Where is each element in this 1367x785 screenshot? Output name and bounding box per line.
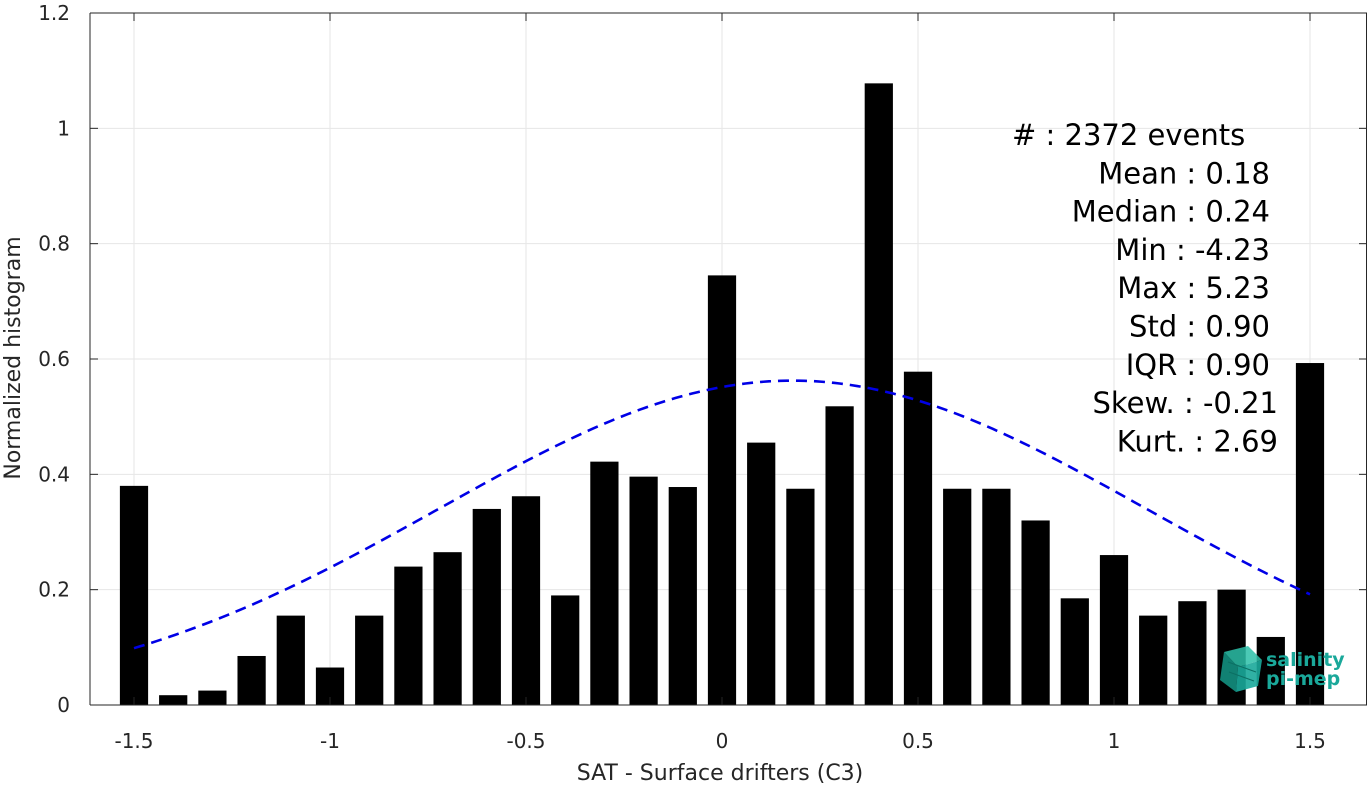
histogram-bar	[276, 615, 305, 705]
histogram-bar	[433, 552, 462, 705]
salinity-pimep-logo: salinity pi-mep	[1220, 646, 1345, 692]
histogram-bar	[982, 488, 1011, 705]
y-tick-label: 1.2	[38, 1, 70, 25]
x-tick-label: 1.5	[1294, 729, 1326, 753]
histogram-bar	[1021, 520, 1050, 705]
y-tick-label: 1	[57, 116, 70, 140]
logo-line-2: pi-mep	[1266, 668, 1340, 690]
x-tick-label: 1	[1108, 729, 1121, 753]
histogram-bar	[590, 461, 619, 705]
stat-line: IQR : 0.90	[1126, 348, 1270, 382]
histogram-bar	[1178, 601, 1207, 705]
histogram-bar	[159, 695, 188, 705]
histogram-bar	[472, 508, 501, 705]
histogram-bar	[903, 371, 933, 705]
histogram-bar	[786, 488, 815, 705]
x-tick-label: -0.5	[506, 729, 545, 753]
stat-line: Max : 5.23	[1117, 271, 1270, 305]
y-tick-label: 0.4	[38, 462, 70, 486]
x-tick-label: -1	[320, 729, 340, 753]
histogram-bar	[198, 690, 227, 705]
histogram-bar	[394, 566, 423, 705]
x-tick-label: 0	[716, 729, 729, 753]
histogram-bar	[943, 488, 972, 705]
x-tick-label: 0.5	[902, 729, 934, 753]
histogram-bar	[119, 485, 149, 705]
stat-line: Median : 0.24	[1072, 195, 1270, 229]
stat-line: Kurt. : 2.69	[1117, 424, 1278, 458]
histogram-bar	[1295, 363, 1325, 705]
x-tick-labels: -1.5 -1 -0.5 0 0.5 1 1.5	[114, 729, 1325, 753]
histogram-bar	[551, 595, 580, 705]
histogram-bar	[355, 615, 384, 705]
histogram-bar	[747, 442, 776, 705]
statistics-box: # : 2372 events Mean : 0.18 Median : 0.24 M…	[1012, 118, 1278, 458]
x-tick-label: -1.5	[114, 729, 153, 753]
stat-line: Skew. : -0.21	[1092, 386, 1278, 420]
histogram-bar	[707, 275, 737, 705]
histogram-bar	[1099, 555, 1129, 705]
y-tick-labels: 0 0.2 0.4 0.6 0.8 1 1.2	[38, 1, 70, 717]
histogram-bar	[1060, 598, 1089, 705]
stat-line: Min : -4.23	[1115, 233, 1270, 267]
histogram-bar	[629, 476, 658, 705]
y-axis-label: Normalized histogram	[1, 236, 26, 479]
histogram-bar	[1256, 636, 1285, 705]
histogram-bar	[668, 487, 697, 705]
y-tick-label: 0.8	[38, 232, 70, 256]
stat-line: Mean : 0.18	[1098, 156, 1270, 190]
x-axis-label: SAT - Surface drifters (C3)	[577, 761, 864, 785]
histogram-bar	[237, 655, 266, 705]
histogram-bar	[825, 406, 854, 705]
histogram-bar	[511, 496, 541, 705]
logo-line-1: salinity	[1266, 649, 1345, 671]
histogram-bar	[864, 83, 893, 705]
logo-cube-icon	[1220, 646, 1262, 692]
stat-line: # : 2372 events	[1012, 118, 1245, 152]
y-tick-label: 0.2	[38, 578, 70, 602]
stat-line: Std : 0.90	[1129, 310, 1270, 344]
bars	[119, 83, 1325, 705]
histogram-bar	[1139, 615, 1168, 705]
y-tick-label: 0	[57, 693, 70, 717]
y-tick-label: 0.6	[38, 347, 70, 371]
